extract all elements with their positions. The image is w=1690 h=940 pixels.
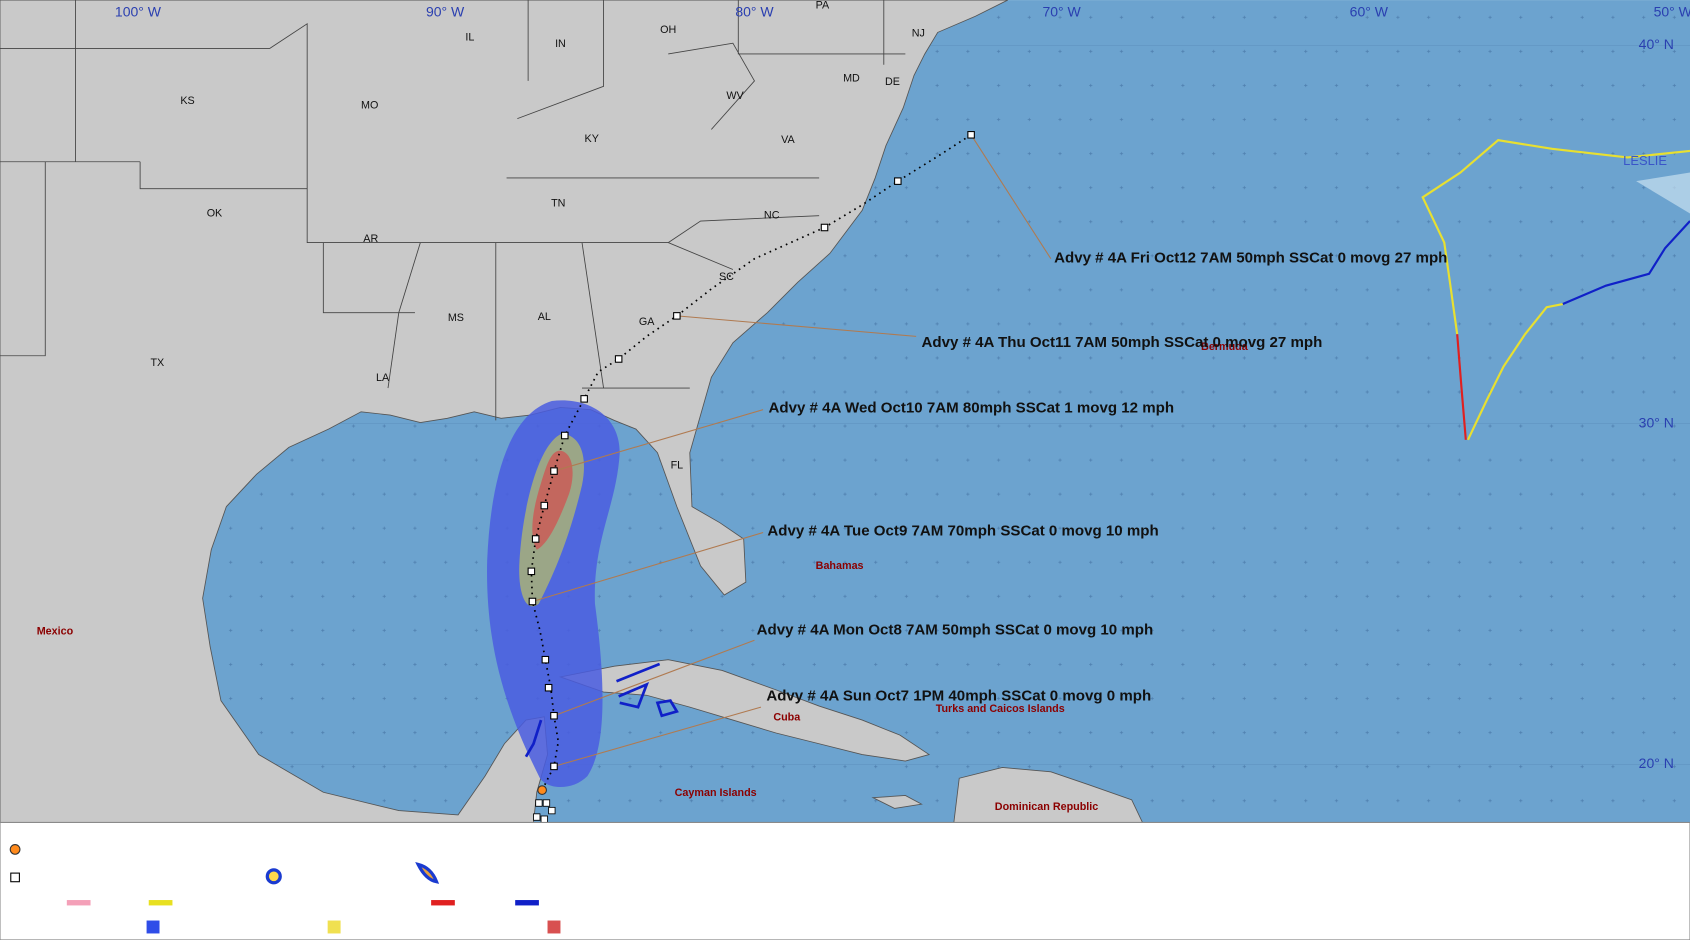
past-position <box>535 799 543 807</box>
leslie-track <box>1421 139 1690 441</box>
state-label: AL <box>538 311 551 323</box>
state-label: NC <box>764 209 780 221</box>
state-label: NJ <box>912 27 925 39</box>
past-position <box>540 815 548 823</box>
forecast-position <box>550 711 558 720</box>
forecast-position <box>541 655 550 664</box>
latitude-label: 30° N <box>1639 414 1674 430</box>
state-label: PA <box>816 0 830 11</box>
legend-panel <box>0 821 1690 940</box>
place-label: Bahamas <box>816 560 864 572</box>
advisory-leader <box>676 315 917 337</box>
longitude-label: 50° W <box>1654 4 1690 20</box>
advisory-label: Advy # 4A Mon Oct8 7AM 50mph SSCat 0 mov… <box>757 622 1154 639</box>
state-label: KY <box>585 133 599 145</box>
forecast-position <box>531 535 540 543</box>
leslie-blue <box>1562 220 1690 306</box>
forecast-position <box>580 395 588 403</box>
forecast-position <box>550 762 558 771</box>
forecast-position <box>614 355 623 363</box>
forecast-position <box>673 312 681 320</box>
advisory-label: Advy # 4A Tue Oct9 7AM 70mph SSCat 0 mov… <box>767 522 1158 539</box>
advisory-leader <box>553 639 755 717</box>
forecast-position <box>550 467 558 475</box>
state-label: WV <box>726 90 744 102</box>
state-label: KS <box>180 95 194 107</box>
advisory-leader <box>553 706 762 767</box>
forecast-position <box>544 683 553 692</box>
advisory-label: Advy # 4A Fri Oct12 7AM 50mph SSCat 0 mo… <box>1054 250 1447 267</box>
cuba <box>558 659 931 762</box>
state-label: TN <box>551 198 565 210</box>
place-label: Cayman Islands <box>675 787 757 799</box>
warnings <box>524 662 679 758</box>
leslie-cone <box>1636 172 1690 214</box>
longitude-label: 70° W <box>1042 4 1081 20</box>
state-label: VA <box>781 134 795 146</box>
legend-symbols <box>9 843 561 934</box>
forecast-position <box>967 131 975 139</box>
place-label: Turks and Caicos Islands <box>936 703 1065 715</box>
state-label: MS <box>448 312 464 324</box>
advisory-leader <box>970 134 1052 260</box>
place-label: Cuba <box>773 712 801 724</box>
advisory-label: Advy # 4A Thu Oct11 7AM 50mph SSCat 0 mo… <box>922 334 1323 351</box>
longitude-label: 60° W <box>1350 4 1389 20</box>
state-label: DE <box>885 76 900 88</box>
longitude-label: 100° W <box>115 4 162 20</box>
forecast-position <box>528 597 537 606</box>
advisory-leader <box>532 531 764 603</box>
state-label: OK <box>207 207 223 219</box>
advisory-leader <box>553 409 764 472</box>
latitude-label: 40° N <box>1639 36 1674 52</box>
storm-label: LESLIE <box>1623 153 1667 168</box>
past-position <box>533 813 541 821</box>
advisory-label: Advy # 4A Sun Oct7 1PM 40mph SSCat 0 mov… <box>766 687 1151 704</box>
state-label: FL <box>671 460 684 472</box>
longitude-label: 90° W <box>426 4 465 20</box>
place-label: Bermuda <box>1201 341 1249 353</box>
wind-field-34kt <box>487 400 620 788</box>
past-position <box>542 799 551 807</box>
past-position <box>548 806 556 815</box>
latitude-label: 20° N <box>1639 755 1674 771</box>
state-label: LA <box>376 372 390 384</box>
forecast-track <box>527 131 1052 823</box>
longitude-label: 80° W <box>735 4 774 20</box>
state-borders <box>0 0 906 421</box>
place-label: Mexico <box>37 626 74 638</box>
forecast-position <box>560 431 569 440</box>
forecast-position <box>894 177 902 185</box>
leslie-warning <box>1456 334 1467 440</box>
state-label: OH <box>660 24 676 36</box>
state-label: MO <box>361 100 378 112</box>
current-center <box>537 785 547 795</box>
state-label: GA <box>639 316 655 328</box>
advisory-label: Advy # 4A Wed Oct10 7AM 80mph SSCat 1 mo… <box>768 400 1174 417</box>
wind-field-64kt <box>532 450 573 550</box>
forecast-position <box>540 501 549 510</box>
state-label: IN <box>555 38 566 50</box>
place-label: Dominican Republic <box>995 801 1098 813</box>
state-label: MD <box>843 73 860 85</box>
forecast-position <box>820 223 829 232</box>
state-label: SC <box>719 271 734 283</box>
jamaica <box>871 795 923 809</box>
forecast-position <box>527 567 536 576</box>
state-label: IL <box>465 32 474 44</box>
state-label: TX <box>150 357 164 369</box>
state-label: AR <box>363 233 378 245</box>
